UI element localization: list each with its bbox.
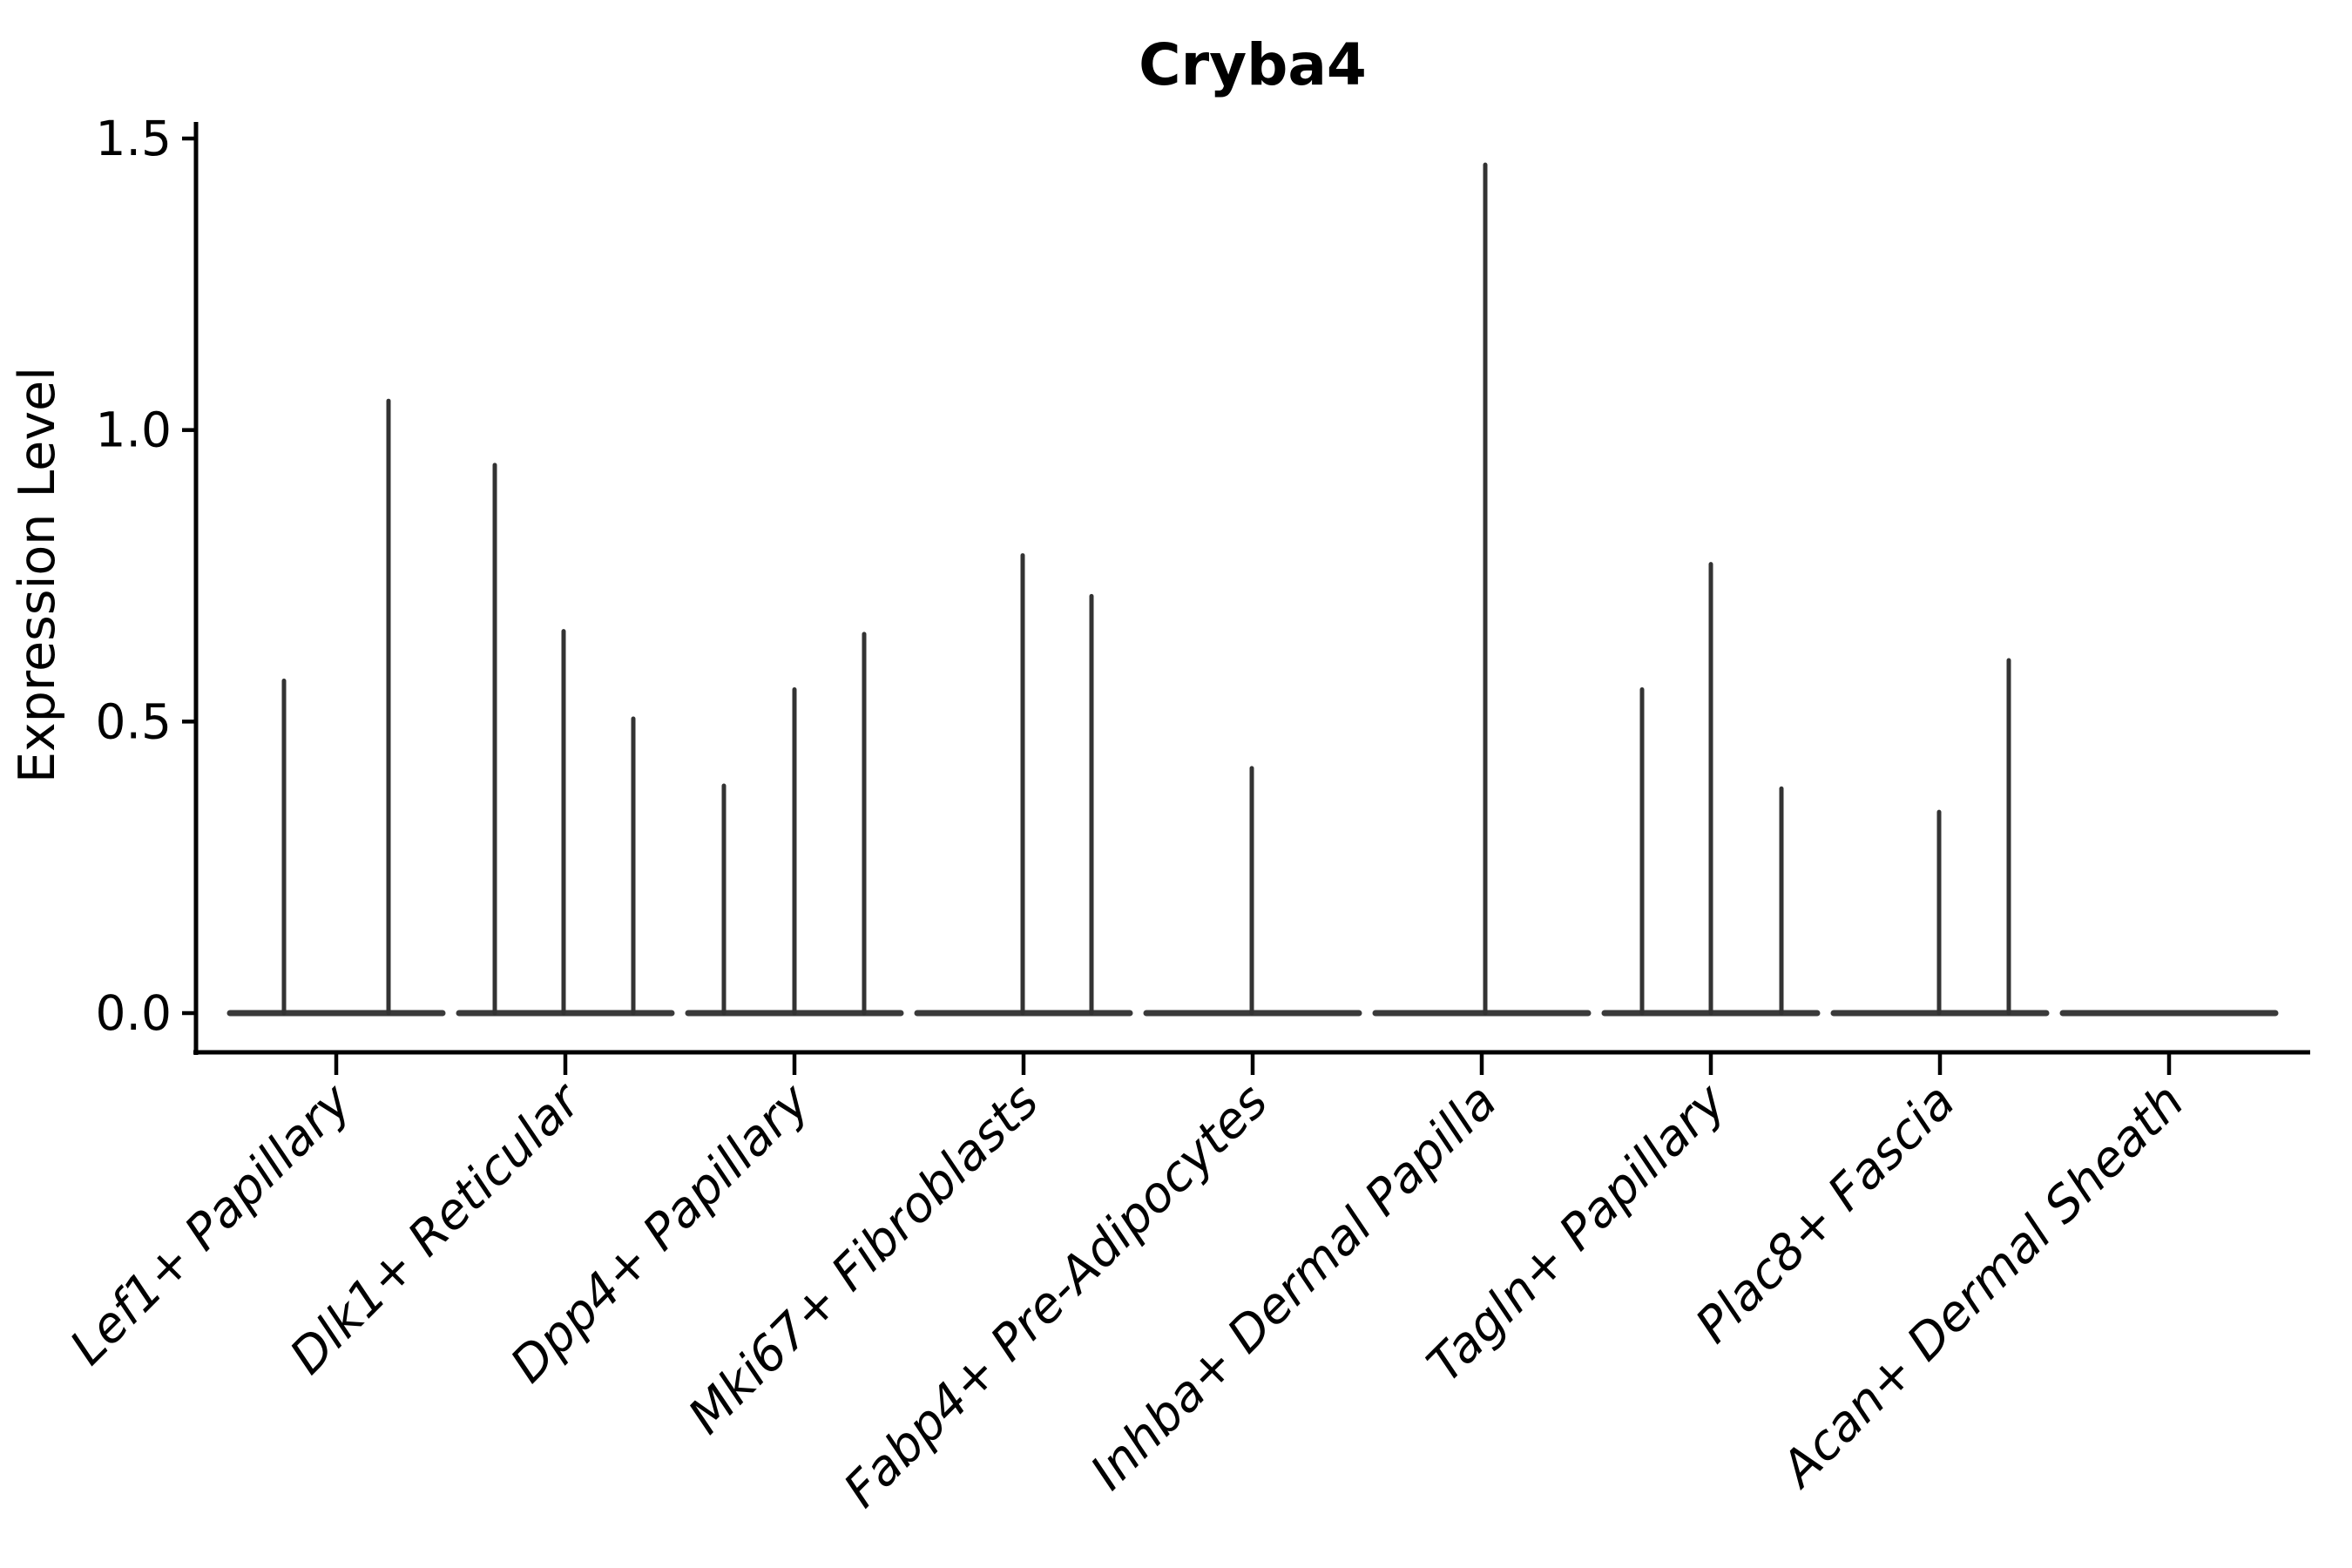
y-axis-title: Expression Level: [9, 367, 66, 783]
x-tick-label: Fabp4+ Pre-Adipocytes: [834, 1073, 1279, 1518]
chart-title: Cryba4: [1139, 31, 1367, 98]
violin-glyphs: [226, 162, 2279, 1017]
y-axis-ticks: 0.0 0.5 1.0 1.5: [96, 111, 194, 1041]
x-tick-label: Inhba+ Dermal Papilla: [1080, 1073, 1508, 1501]
x-tick-label: Acan+ Dermal Sheath: [1769, 1073, 2195, 1499]
y-tick-label: 0.5: [96, 693, 172, 749]
y-tick-label: 1.5: [96, 111, 172, 166]
y-tick-label: 0.0: [96, 985, 172, 1041]
y-tick-label: 1.0: [96, 402, 172, 458]
